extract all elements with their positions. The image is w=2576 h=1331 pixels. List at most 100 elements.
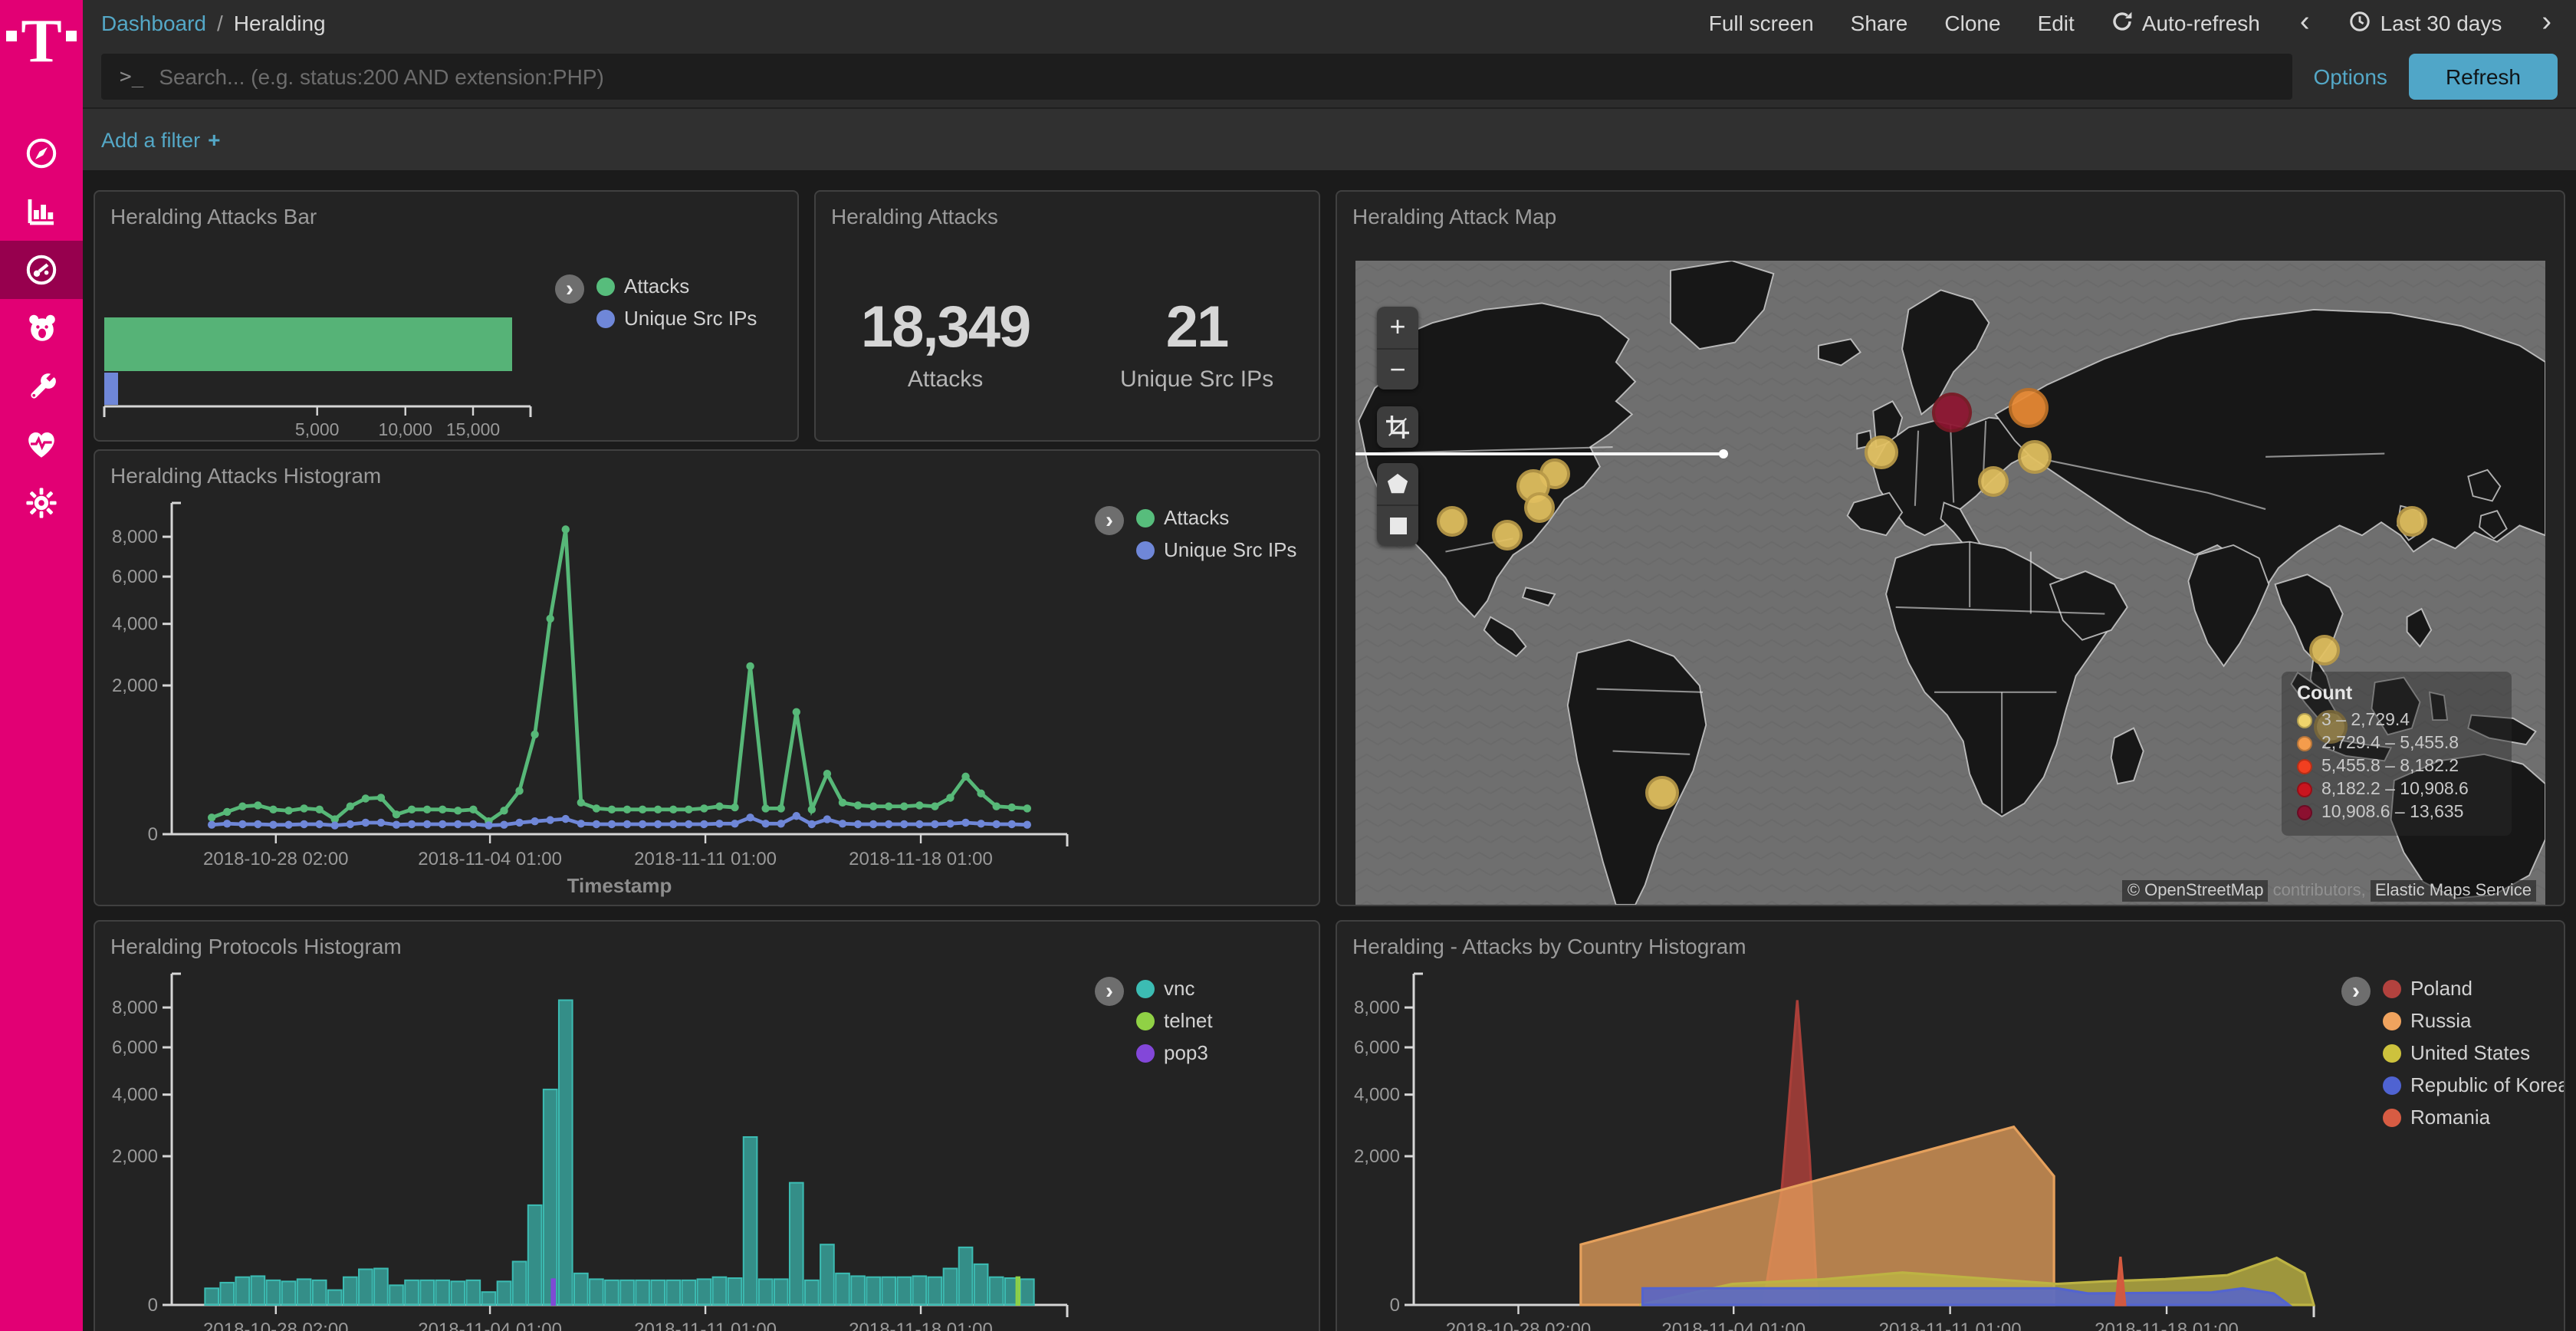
legend-item-poland[interactable]: Poland bbox=[2383, 977, 2565, 1000]
attacks-bar-chart[interactable]: 5,00010,00015,000 bbox=[95, 228, 543, 442]
legend-item-vnc[interactable]: vnc bbox=[1136, 977, 1213, 1000]
sidebar-item-monitoring[interactable] bbox=[0, 416, 83, 474]
legend-label: Poland bbox=[2410, 977, 2472, 1000]
panel-title: Heralding Attack Map bbox=[1337, 192, 2564, 232]
sidebar-item-tools[interactable] bbox=[0, 357, 83, 416]
count-range-item: 8,182.2 – 10,908.6 bbox=[2297, 781, 2496, 799]
count-range-item: 2,729.4 – 5,455.8 bbox=[2297, 735, 2496, 753]
sidebar-item-visualize[interactable] bbox=[0, 182, 83, 241]
attacks-histogram-chart[interactable]: 02,0004,0006,0008,0002018-10-28 02:00201… bbox=[98, 488, 1083, 905]
query-prompt-icon: >_ bbox=[101, 65, 156, 88]
count-range-item: 5,455.8 – 8,182.2 bbox=[2297, 758, 2496, 776]
count-range-dot bbox=[2297, 782, 2312, 797]
svg-text:2,000: 2,000 bbox=[112, 1146, 158, 1167]
svg-text:0: 0 bbox=[148, 824, 158, 845]
sidebar: T bbox=[0, 0, 83, 1331]
auto-refresh-button[interactable]: Auto-refresh bbox=[2111, 10, 2260, 36]
dashboard-menu: Full screen Share Clone Edit Auto-refres… bbox=[1709, 10, 2555, 36]
clock-icon bbox=[2350, 10, 2371, 36]
attack-origin-dot-romania[interactable] bbox=[1978, 466, 2009, 497]
svg-text:2018-10-28 02:00: 2018-10-28 02:00 bbox=[203, 849, 349, 869]
time-range-picker[interactable]: Last 30 days bbox=[2350, 10, 2502, 36]
time-back-chevron[interactable]: ‹ bbox=[2297, 12, 2313, 34]
legend-collapse-icon[interactable]: › bbox=[2341, 977, 2371, 1006]
legend-label: United States bbox=[2410, 1041, 2530, 1064]
sidebar-item-discover[interactable] bbox=[0, 124, 83, 182]
legend-collapse-icon[interactable]: › bbox=[555, 274, 584, 304]
legend-item-attacks[interactable]: Attacks bbox=[1136, 506, 1296, 529]
protocols-histogram-chart[interactable]: 02,0004,0006,0008,0002018-10-28 02:00201… bbox=[98, 958, 1083, 1331]
legend-label: Republic of Korea bbox=[2410, 1073, 2565, 1096]
time-forward-chevron[interactable]: › bbox=[2538, 12, 2555, 34]
legend-item-pop3[interactable]: pop3 bbox=[1136, 1041, 1213, 1064]
legend-dot bbox=[2383, 1011, 2401, 1030]
attack-origin-dot-united-kingdom[interactable] bbox=[1865, 435, 1898, 468]
svg-text:10,000: 10,000 bbox=[379, 419, 432, 439]
t-logo-right-square bbox=[67, 31, 77, 41]
sidebar-item-dashboard[interactable] bbox=[0, 241, 83, 299]
legend-label: Attacks bbox=[1164, 506, 1229, 529]
clone-button[interactable]: Clone bbox=[1944, 11, 2000, 35]
zoom-out-button[interactable]: − bbox=[1377, 348, 1418, 389]
attack-origin-dot-south-korea[interactable] bbox=[2397, 505, 2427, 536]
openstreetmap-link[interactable]: © OpenStreetMap bbox=[2123, 880, 2269, 902]
edit-button[interactable]: Edit bbox=[2038, 11, 2075, 35]
bear-icon bbox=[22, 310, 61, 347]
sidebar-item-settings[interactable] bbox=[0, 474, 83, 532]
breadcrumb-dashboard-link[interactable]: Dashboard bbox=[101, 11, 206, 35]
legend-item-telnet[interactable]: telnet bbox=[1136, 1009, 1213, 1032]
attack-origin-dot-us-southeast[interactable] bbox=[1523, 492, 1554, 523]
share-button[interactable]: Share bbox=[1851, 11, 1908, 35]
panel-heralding-protocols-histogram: Heralding Protocols Histogram 02,0004,00… bbox=[94, 920, 1320, 1331]
crop-fit-icon[interactable] bbox=[1377, 406, 1418, 448]
search-input[interactable] bbox=[156, 63, 2292, 90]
svg-text:4,000: 4,000 bbox=[112, 1085, 158, 1106]
heartbeat-icon bbox=[23, 426, 60, 463]
attack-origin-dot-us-south[interactable] bbox=[1437, 505, 1467, 536]
refresh-button[interactable]: Refresh bbox=[2409, 54, 2558, 100]
protocols-histogram-legend: › vnc telnet pop3 bbox=[1095, 977, 1213, 1064]
legend-item-unique-src-ips[interactable]: Unique Src IPs bbox=[1136, 538, 1296, 561]
legend-dot bbox=[2383, 1108, 2401, 1126]
attack-origin-dot-singapore[interactable] bbox=[2310, 634, 2341, 665]
add-filter-link[interactable]: Add a filter+ bbox=[101, 127, 220, 152]
t-mobile-logo[interactable]: T bbox=[0, 14, 83, 84]
count-range-label: 2,729.4 – 5,455.8 bbox=[2321, 735, 2459, 753]
svg-text:6,000: 6,000 bbox=[112, 1037, 158, 1058]
legend-collapse-icon[interactable]: › bbox=[1095, 977, 1124, 1006]
svg-text:8,000: 8,000 bbox=[112, 997, 158, 1018]
svg-text:2018-11-18 01:00: 2018-11-18 01:00 bbox=[849, 1319, 993, 1331]
panel-heralding-attack-map: Heralding Attack Map bbox=[1336, 190, 2565, 906]
svg-text:2,000: 2,000 bbox=[112, 675, 158, 696]
legend-item-russia[interactable]: Russia bbox=[2383, 1009, 2565, 1032]
legend-collapse-icon[interactable]: › bbox=[1095, 506, 1124, 535]
gear-icon bbox=[23, 485, 60, 521]
legend-item-republic-of-korea[interactable]: Republic of Korea bbox=[2383, 1073, 2565, 1096]
attack-origin-dot-brazil[interactable] bbox=[1645, 775, 1679, 809]
draw-rectangle-icon[interactable] bbox=[1377, 504, 1418, 546]
legend-item-unique-src-ips[interactable]: Unique Src IPs bbox=[596, 307, 757, 330]
sidebar-item-tpot[interactable] bbox=[0, 299, 83, 357]
legend-item-attacks[interactable]: Attacks bbox=[596, 274, 757, 297]
options-link[interactable]: Options bbox=[2313, 64, 2387, 89]
panel-heralding-attacks-by-country: Heralding - Attacks by Country Histogram… bbox=[1336, 920, 2565, 1331]
zoom-in-button[interactable]: + bbox=[1377, 307, 1418, 348]
draw-polygon-icon[interactable] bbox=[1377, 463, 1418, 504]
attack-origin-dot-us-gulf[interactable] bbox=[1491, 520, 1522, 550]
full-screen-button[interactable]: Full screen bbox=[1709, 11, 1814, 35]
legend-label: Unique Src IPs bbox=[624, 307, 757, 330]
legend-item-united-states[interactable]: United States bbox=[2383, 1041, 2565, 1064]
count-legend-title: Count bbox=[2297, 682, 2496, 704]
legend-item-romania[interactable]: Romania bbox=[2383, 1106, 2565, 1129]
country-histogram-chart[interactable]: 02,0004,0006,0008,0002018-10-28 02:00201… bbox=[1340, 958, 2329, 1331]
attack-origin-dot-western-russia[interactable] bbox=[2009, 388, 2049, 428]
world-map-canvas[interactable]: + − Count 3 – 2,729.42,729.4 – 5,455.85,… bbox=[1355, 261, 2545, 905]
attribution-text: contributors, bbox=[2273, 882, 2366, 900]
elastic-maps-service-link[interactable]: Elastic Maps Service bbox=[2371, 880, 2536, 902]
svg-text:2018-11-18 01:00: 2018-11-18 01:00 bbox=[2095, 1319, 2239, 1331]
attack-origin-dot-ukraine[interactable] bbox=[2018, 440, 2052, 474]
metric-label: Attacks bbox=[861, 366, 1030, 392]
attack-origin-dot-poland[interactable] bbox=[1932, 393, 1972, 432]
panel-title: Heralding - Attacks by Country Histogram bbox=[1337, 922, 2564, 961]
svg-text:2018-10-28 02:00: 2018-10-28 02:00 bbox=[203, 1319, 349, 1331]
